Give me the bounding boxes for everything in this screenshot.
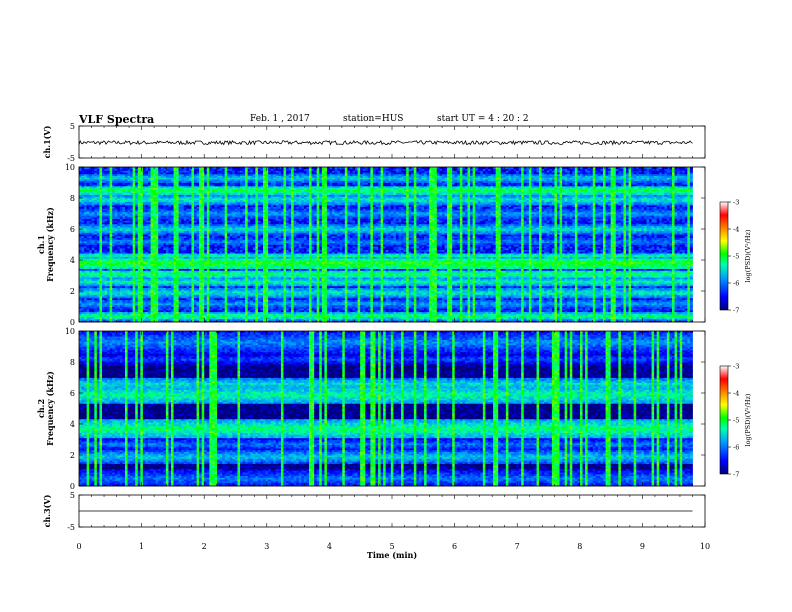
ch1-waveform-trace (79, 141, 692, 145)
ch1-waveform-panel: 5 -5 ch.1(V) (42, 122, 705, 163)
y-tick-label: -5 (67, 154, 75, 163)
y-axis-label: ch.1(V) (42, 125, 52, 158)
y-tick-label: 5 (70, 122, 75, 131)
vlf-spectra-figure: 5 -5 ch.1(V) -3-4-5-6-7log(PSD)(V²/Hz)02468… (0, 0, 792, 612)
ch1-waveform-frame (79, 126, 705, 158)
